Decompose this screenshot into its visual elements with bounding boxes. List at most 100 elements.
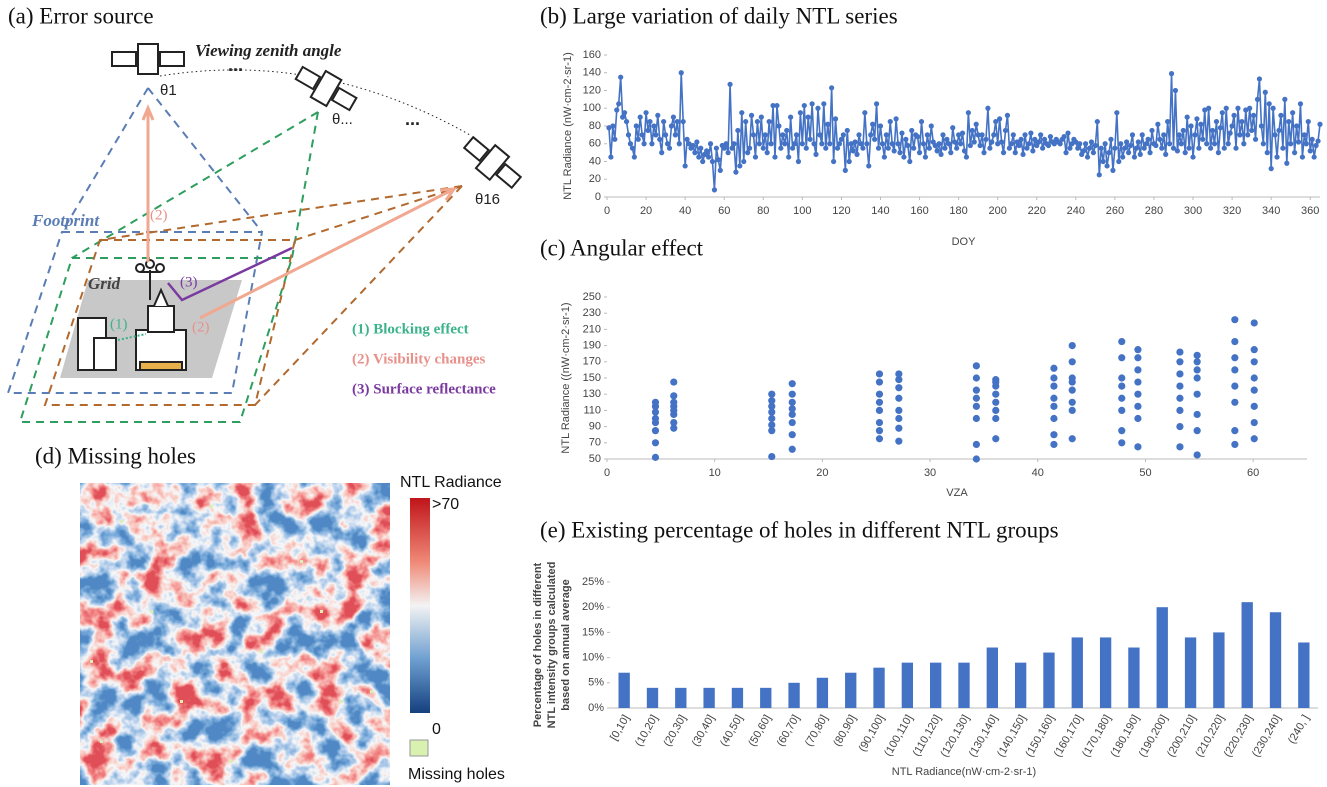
point bbox=[1090, 150, 1097, 156]
point bbox=[1084, 154, 1091, 160]
point bbox=[1069, 141, 1075, 147]
point bbox=[1225, 141, 1231, 147]
colorbar bbox=[410, 498, 430, 713]
point bbox=[768, 414, 776, 423]
bar bbox=[845, 672, 857, 708]
x-tick-label: (20,30] bbox=[661, 713, 689, 749]
point bbox=[651, 123, 657, 129]
point bbox=[1250, 346, 1258, 354]
point bbox=[1231, 382, 1239, 390]
bar bbox=[986, 647, 998, 708]
x-tick-label: (70,80] bbox=[803, 713, 831, 749]
y-tick-label: 160 bbox=[583, 49, 601, 61]
point bbox=[1050, 414, 1058, 423]
signal-paths bbox=[141, 104, 458, 320]
point bbox=[700, 158, 706, 165]
point bbox=[1068, 435, 1076, 443]
point bbox=[768, 452, 776, 461]
bar bbox=[1128, 647, 1140, 708]
point bbox=[1301, 132, 1307, 138]
point bbox=[1032, 136, 1038, 142]
point bbox=[823, 145, 829, 151]
point bbox=[1239, 118, 1245, 125]
point bbox=[616, 101, 622, 107]
x-tick-label: 220 bbox=[1028, 205, 1046, 217]
y-tick-label: 90 bbox=[589, 421, 601, 433]
point bbox=[705, 154, 712, 160]
point bbox=[1086, 145, 1093, 151]
point bbox=[1186, 145, 1192, 151]
point bbox=[873, 101, 880, 107]
ellipsis: ... bbox=[405, 109, 420, 129]
point bbox=[768, 141, 774, 147]
y-axis-title: NTL intensity groups calculated bbox=[546, 562, 558, 729]
point bbox=[791, 141, 798, 147]
point bbox=[905, 142, 911, 149]
point bbox=[735, 127, 741, 134]
point bbox=[788, 410, 796, 419]
point bbox=[972, 455, 980, 463]
point bbox=[1000, 150, 1007, 156]
point bbox=[1124, 139, 1130, 145]
x-tick-label: 20 bbox=[816, 467, 828, 479]
x-tick-label: 40 bbox=[679, 205, 691, 217]
point bbox=[972, 386, 980, 394]
point bbox=[932, 142, 938, 149]
point bbox=[1068, 358, 1076, 366]
point bbox=[1303, 141, 1309, 147]
point bbox=[893, 116, 899, 122]
point bbox=[1213, 118, 1220, 125]
point bbox=[940, 132, 946, 138]
point bbox=[1252, 136, 1259, 142]
y-tick-label: 20 bbox=[589, 173, 601, 185]
point bbox=[805, 114, 811, 120]
point bbox=[956, 132, 962, 138]
point bbox=[1176, 358, 1184, 366]
point bbox=[1176, 406, 1184, 414]
point bbox=[649, 141, 655, 147]
point bbox=[645, 127, 651, 134]
point bbox=[811, 141, 817, 147]
bar bbox=[1156, 607, 1168, 708]
point bbox=[957, 141, 964, 147]
point bbox=[989, 139, 995, 145]
point bbox=[752, 154, 759, 160]
point bbox=[1250, 402, 1258, 410]
point bbox=[834, 145, 841, 151]
point bbox=[756, 141, 762, 147]
point bbox=[846, 158, 852, 165]
x-tick-label: (60,70] bbox=[775, 713, 803, 749]
point bbox=[875, 398, 884, 406]
point bbox=[875, 427, 884, 435]
marker: (2) bbox=[192, 319, 210, 335]
y-axis-title: Percentage of holes in different bbox=[532, 562, 544, 727]
point bbox=[1068, 406, 1076, 414]
point bbox=[789, 145, 796, 151]
point bbox=[972, 414, 980, 423]
point bbox=[698, 145, 704, 151]
point bbox=[829, 85, 835, 91]
point bbox=[680, 118, 686, 125]
point bbox=[1118, 354, 1126, 362]
point bbox=[1122, 145, 1128, 151]
reflect-path bbox=[167, 246, 293, 302]
point bbox=[635, 136, 641, 142]
point bbox=[1184, 114, 1190, 120]
point bbox=[797, 110, 803, 116]
point bbox=[1137, 151, 1143, 157]
point bbox=[1286, 118, 1292, 125]
point bbox=[1180, 127, 1186, 134]
point bbox=[995, 141, 1001, 147]
point bbox=[838, 136, 845, 142]
point bbox=[1315, 138, 1321, 144]
bar bbox=[1099, 637, 1112, 708]
point bbox=[1168, 71, 1175, 77]
panel-a: (a) Error source Viewing zenith angle θ1… bbox=[6, 3, 523, 423]
point bbox=[733, 169, 739, 175]
point bbox=[1134, 366, 1142, 374]
point bbox=[1295, 139, 1302, 145]
point bbox=[992, 390, 1000, 398]
point bbox=[1166, 141, 1173, 147]
x-tick-label: (80,90] bbox=[831, 713, 859, 749]
point bbox=[799, 141, 805, 147]
